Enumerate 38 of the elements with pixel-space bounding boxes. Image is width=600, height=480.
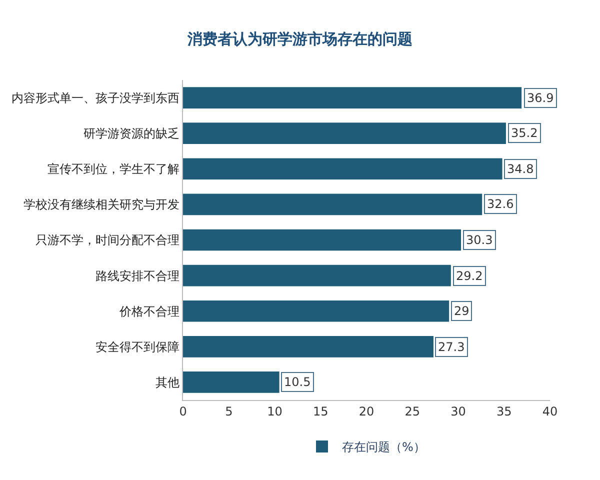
data-label: 35.2 <box>511 126 538 140</box>
y-tick-label: 价格不合理 <box>118 304 180 318</box>
data-label: 29.2 <box>456 269 483 283</box>
bar <box>183 300 450 322</box>
y-tick-label: 内容形式单一、孩子没学到东西 <box>12 90 180 105</box>
x-tick-label: 35 <box>496 404 512 418</box>
data-label: 10.5 <box>284 375 311 389</box>
x-tick-label: 40 <box>542 404 558 418</box>
x-tick-label: 25 <box>404 404 420 418</box>
x-tick-label: 0 <box>179 404 187 418</box>
bar <box>183 194 482 216</box>
bar <box>183 336 434 358</box>
x-tick-label: 5 <box>225 404 233 418</box>
data-label: 36.9 <box>527 91 554 105</box>
y-tick-label: 其他 <box>156 375 180 390</box>
data-label: 27.3 <box>438 340 465 354</box>
bar <box>183 229 461 251</box>
bar <box>183 87 522 108</box>
x-tick-label: 15 <box>312 404 328 418</box>
y-tick-label: 研学游资源的缺乏 <box>84 126 180 141</box>
chart-title: 消费者认为研学游市场存在的问题 <box>186 30 412 48</box>
y-tick-label: 路线安排不合理 <box>96 268 180 283</box>
data-label: 34.8 <box>507 162 534 176</box>
data-label: 30.3 <box>466 233 493 247</box>
bar <box>183 122 506 144</box>
x-tick-label: 30 <box>450 404 466 418</box>
bar <box>183 372 280 393</box>
bar <box>183 158 502 180</box>
x-tick-label: 20 <box>358 404 374 418</box>
y-tick-label: 宣传不到位，学生不了解 <box>48 162 180 176</box>
data-label: 32.6 <box>487 197 514 211</box>
y-tick-label: 学校没有继续相关研究与开发 <box>24 198 180 212</box>
x-tick-label: 10 <box>267 404 282 418</box>
y-tick-label: 安全得不到保障 <box>96 340 180 354</box>
bar <box>183 264 451 286</box>
y-tick-label: 只游不学，时间分配不合理 <box>36 233 180 248</box>
legend-label: 存在问题（%） <box>342 440 426 454</box>
data-label: 29 <box>454 304 470 318</box>
